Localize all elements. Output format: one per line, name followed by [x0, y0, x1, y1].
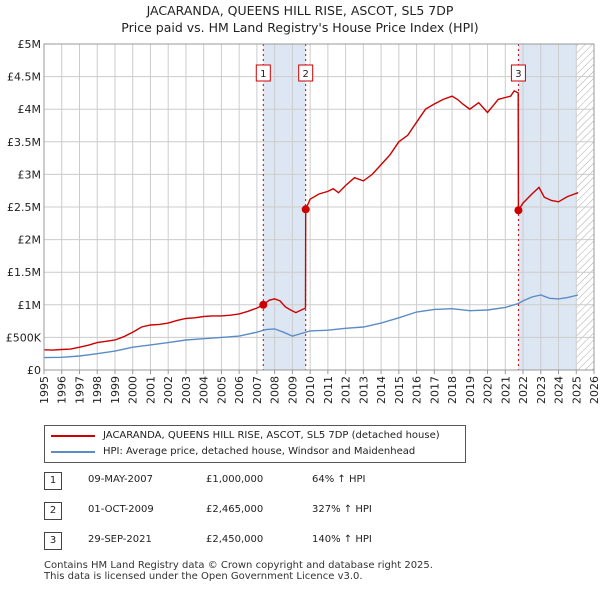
transaction-row: 2 01-OCT-2009 £2,465,000 327% ↑ HPI	[44, 501, 444, 521]
transaction-hpi-change: 140% ↑ HPI	[312, 534, 372, 545]
legend-swatch-hpi	[51, 451, 95, 453]
x-tick-label: 2021	[499, 376, 512, 404]
x-tick-label: 2019	[464, 376, 477, 404]
transaction-price: £2,465,000	[206, 504, 264, 515]
x-tick-label: 2018	[446, 376, 459, 404]
transaction-date: 01-OCT-2009	[88, 504, 154, 515]
y-tick-label: £5M	[18, 38, 42, 51]
x-tick-label: 2000	[127, 376, 140, 404]
sale-point	[514, 206, 523, 215]
legend-label-hpi: HPI: Average price, detached house, Wind…	[103, 446, 416, 457]
marker-label: 2	[303, 69, 309, 80]
x-tick-label: 2016	[411, 376, 424, 404]
y-tick-label: £500K	[6, 331, 42, 344]
x-tick-label: 2011	[322, 376, 335, 404]
x-tick-label: 2014	[375, 376, 388, 404]
transaction-date: 09-MAY-2007	[88, 474, 154, 485]
title-line-1: JACARANDA, QUEENS HILL RISE, ASCOT, SL5 …	[146, 3, 454, 18]
transaction-price: £1,000,000	[206, 474, 264, 485]
x-tick-label: 1996	[56, 376, 69, 404]
x-tick-label: 2022	[517, 376, 530, 404]
x-tick-label: 2012	[340, 376, 353, 404]
marker-label-box	[510, 64, 526, 82]
x-tick-label: 2024	[553, 376, 566, 404]
x-tick-label: 1999	[109, 376, 122, 404]
x-tick-label: 2023	[535, 376, 548, 404]
x-tick-label: 2004	[198, 376, 211, 404]
series-line-hpi	[43, 294, 579, 359]
x-tick-label: 2020	[482, 376, 495, 404]
y-tick-label: £1.5M	[7, 266, 41, 279]
footer-line-1: Contains HM Land Registry data © Crown c…	[44, 560, 433, 571]
transaction-row: 1 09-MAY-2007 £1,000,000 64% ↑ HPI	[44, 471, 444, 491]
x-tick-label: 2026	[588, 376, 600, 404]
sale-point	[301, 205, 310, 214]
chart-title: JACARANDA, QUEENS HILL RISE, ASCOT, SL5 …	[0, 2, 600, 36]
footer: Contains HM Land Registry data © Crown c…	[44, 560, 433, 582]
x-tick-label: 2005	[215, 376, 228, 404]
footer-line-2: This data is licensed under the Open Gov…	[44, 571, 363, 582]
series-line-property	[43, 89, 579, 351]
legend-swatch-property	[51, 435, 95, 437]
x-tick-label: 1997	[73, 376, 86, 404]
marker-label: 1	[260, 69, 266, 80]
x-tick-label: 2001	[144, 376, 157, 404]
y-tick-label: £2M	[18, 234, 42, 247]
transaction-date: 29-SEP-2021	[88, 534, 152, 545]
plot-frame	[43, 43, 595, 371]
x-tick-label: 2003	[180, 376, 193, 404]
transaction-number: 3	[44, 532, 62, 550]
legend: JACARANDA, QUEENS HILL RISE, ASCOT, SL5 …	[44, 425, 466, 463]
x-tick-label: 2006	[233, 376, 246, 404]
y-tick-label: £2.5M	[7, 201, 41, 214]
x-tick-label: 2009	[286, 376, 299, 404]
x-tick-label: 1995	[38, 376, 51, 404]
transaction-hpi-change: 327% ↑ HPI	[312, 504, 372, 515]
marker-label-box	[255, 64, 271, 82]
x-tick-label: 2017	[428, 376, 441, 404]
price-chart: 1 2 3 £0 £500K £1M £1.5M £2M £2.5M £3M £3.5M £4M £4…	[6, 38, 600, 404]
title-line-2: Price paid vs. HM Land Registry's House …	[121, 20, 479, 35]
transaction-hpi-change: 64% ↑ HPI	[312, 474, 366, 485]
y-tick-label: £0	[27, 364, 41, 377]
x-tick-label: 2002	[162, 376, 175, 404]
x-tick-label: 2007	[251, 376, 264, 404]
sale-point	[259, 300, 268, 309]
transaction-price: £2,450,000	[206, 534, 264, 545]
marker-label-box	[298, 64, 314, 82]
legend-label-property: JACARANDA, QUEENS HILL RISE, ASCOT, SL5 …	[103, 430, 440, 441]
x-tick-label: 2013	[357, 376, 370, 404]
y-tick-label: £3.5M	[7, 136, 41, 149]
x-tick-label: 2025	[570, 376, 583, 404]
x-tick-label: 2008	[269, 376, 282, 404]
transaction-row: 3 29-SEP-2021 £2,450,000 140% ↑ HPI	[44, 531, 444, 551]
marker-label: 3	[515, 69, 521, 80]
y-tick-label: £4M	[18, 103, 42, 116]
transaction-number: 2	[44, 502, 62, 520]
x-tick-label: 2015	[393, 376, 406, 404]
y-tick-label: £4.5M	[7, 71, 41, 84]
x-tick-label: 1998	[91, 376, 104, 404]
transaction-number: 1	[44, 472, 62, 490]
x-tick-label: 2010	[304, 376, 317, 404]
y-tick-label: £1M	[18, 299, 42, 312]
y-tick-label: £3M	[18, 168, 42, 181]
